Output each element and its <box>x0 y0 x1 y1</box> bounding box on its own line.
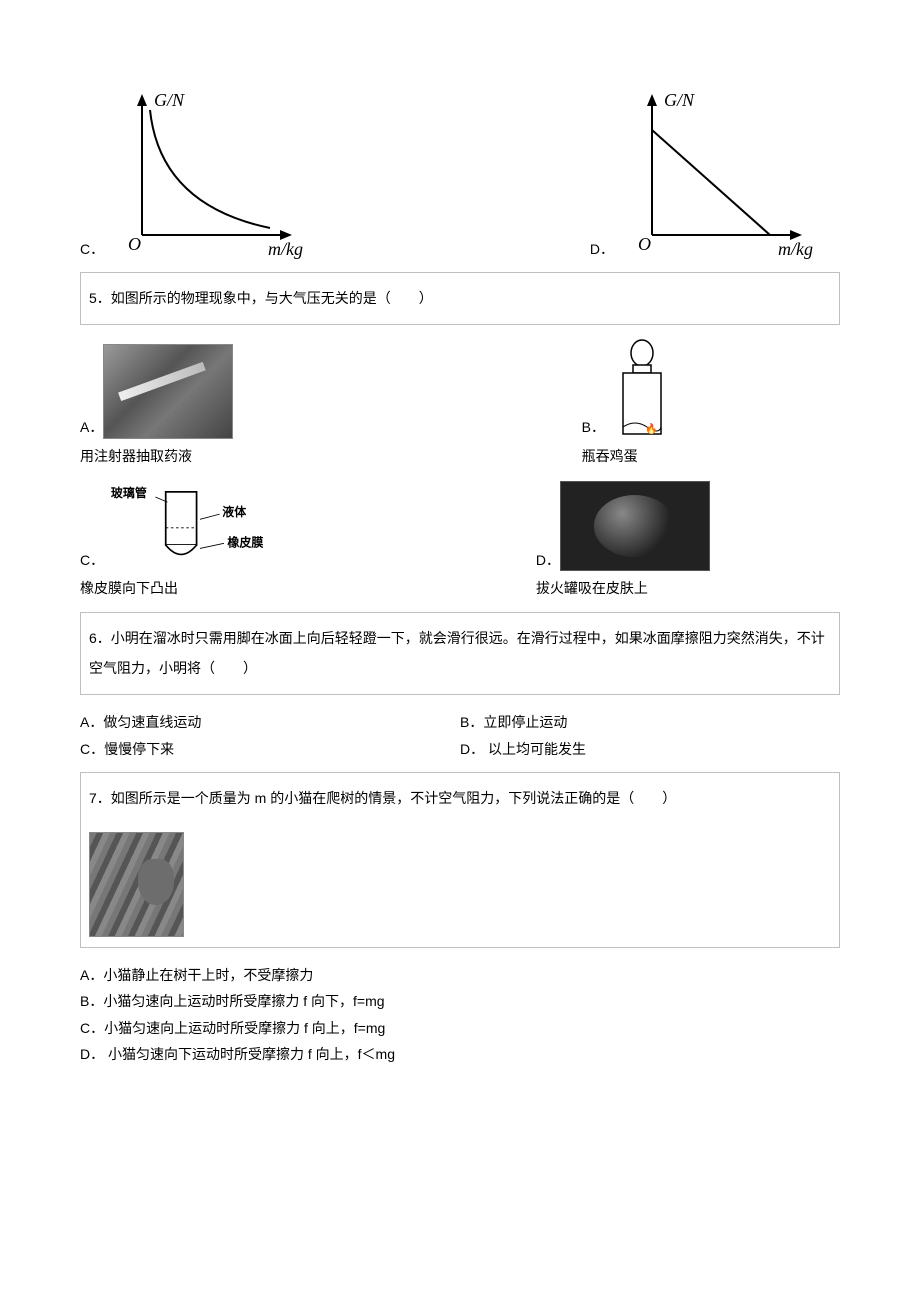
q5-c-label: C． <box>80 549 104 571</box>
cat-climbing-image <box>89 832 184 937</box>
anno-glass-tube: 玻璃管 <box>111 485 147 500</box>
q5-option-d: D． 拔火罐吸在皮肤上 <box>536 481 710 599</box>
q5-b-label: B． <box>582 416 605 438</box>
q4-graph-options-row: C． G/N O m/kg D． G/N O m/kg <box>80 90 840 260</box>
q5-c-caption: 橡皮膜向下凸出 <box>80 577 178 599</box>
q7-options: A．小猫静止在树干上时，不受摩擦力 B．小猫匀速向上运动时所受摩擦力 f 向下，… <box>80 962 840 1068</box>
q5-stem-box: 5．如图所示的物理现象中，与大气压无关的是（ ） <box>80 272 840 325</box>
q6-options: A．做匀速直线运动 B．立即停止运动 C．慢慢停下来 D． 以上均可能发生 <box>80 709 840 762</box>
graph-option-d: D． G/N O m/kg <box>590 90 840 260</box>
q5-row-cd: C． 玻璃管 液体 橡皮膜 橡皮膜向下凸出 D． 拔火罐吸在皮肤上 <box>80 481 840 599</box>
anno-membrane: 橡皮膜 <box>228 535 264 550</box>
graph-c-svg: G/N O m/kg <box>110 90 330 260</box>
svg-text:m/kg: m/kg <box>268 239 303 259</box>
q7-option-a: A．小猫静止在树干上时，不受摩擦力 <box>80 962 840 988</box>
graph-d-label: D． <box>590 238 614 260</box>
q7-option-d: D． 小猫匀速向下运动时所受摩擦力 f 向上，f＜mg <box>80 1041 840 1067</box>
q5-stem-text: 5．如图所示的物理现象中，与大气压无关的是（ ） <box>89 290 433 306</box>
q6-option-c: C．慢慢停下来 <box>80 736 460 762</box>
q7-stem-text: 7．如图所示是一个质量为 m 的小猫在爬树的情景，不计空气阻力，下列说法正确的是… <box>89 790 676 806</box>
q7-stem-box: 7．如图所示是一个质量为 m 的小猫在爬树的情景，不计空气阻力，下列说法正确的是… <box>80 772 840 948</box>
svg-text:G/N: G/N <box>664 90 695 110</box>
q6-option-d: D． 以上均可能发生 <box>460 736 840 762</box>
q6-option-a: A．做匀速直线运动 <box>80 709 460 735</box>
q7-option-c: C．小猫匀速向上运动时所受摩擦力 f 向上，f=mg <box>80 1015 840 1041</box>
q5-d-label: D． <box>536 549 560 571</box>
q5-option-b: B． 🔥 瓶吞鸡蛋 <box>582 339 680 467</box>
graph-d-svg: G/N O m/kg <box>620 90 840 260</box>
q6-option-b: B．立即停止运动 <box>460 709 840 735</box>
q5-a-label: A． <box>80 416 103 438</box>
q5-b-caption: 瓶吞鸡蛋 <box>582 445 638 467</box>
svg-text:O: O <box>638 234 651 254</box>
tube-membrane-image: 玻璃管 液体 橡皮膜 <box>104 485 284 571</box>
syringe-image <box>103 344 233 439</box>
q5-option-a: A． 用注射器抽取药液 <box>80 344 233 467</box>
graph-c-label: C． <box>80 238 104 260</box>
svg-text:O: O <box>128 234 141 254</box>
q5-row-ab: A． 用注射器抽取药液 B． 🔥 瓶吞鸡蛋 <box>80 339 840 467</box>
bottle-egg-image: 🔥 <box>605 339 680 439</box>
q5-option-c: C． 玻璃管 液体 橡皮膜 橡皮膜向下凸出 <box>80 485 284 599</box>
anno-liquid: 液体 <box>222 504 247 519</box>
q7-option-b: B．小猫匀速向上运动时所受摩擦力 f 向下，f=mg <box>80 988 840 1014</box>
q6-stem-text: 6．小明在溜冰时只需用脚在冰面上向后轻轻蹬一下，就会滑行很远。在滑行过程中，如果… <box>89 630 825 677</box>
q6-stem-box: 6．小明在溜冰时只需用脚在冰面上向后轻轻蹬一下，就会滑行很远。在滑行过程中，如果… <box>80 612 840 696</box>
q5-a-caption: 用注射器抽取药液 <box>80 445 192 467</box>
svg-text:🔥: 🔥 <box>645 422 657 435</box>
graph-option-c: C． G/N O m/kg <box>80 90 330 260</box>
cupping-image <box>560 481 710 571</box>
svg-text:G/N: G/N <box>154 90 185 110</box>
svg-text:m/kg: m/kg <box>778 239 813 259</box>
q5-d-caption: 拔火罐吸在皮肤上 <box>536 577 648 599</box>
